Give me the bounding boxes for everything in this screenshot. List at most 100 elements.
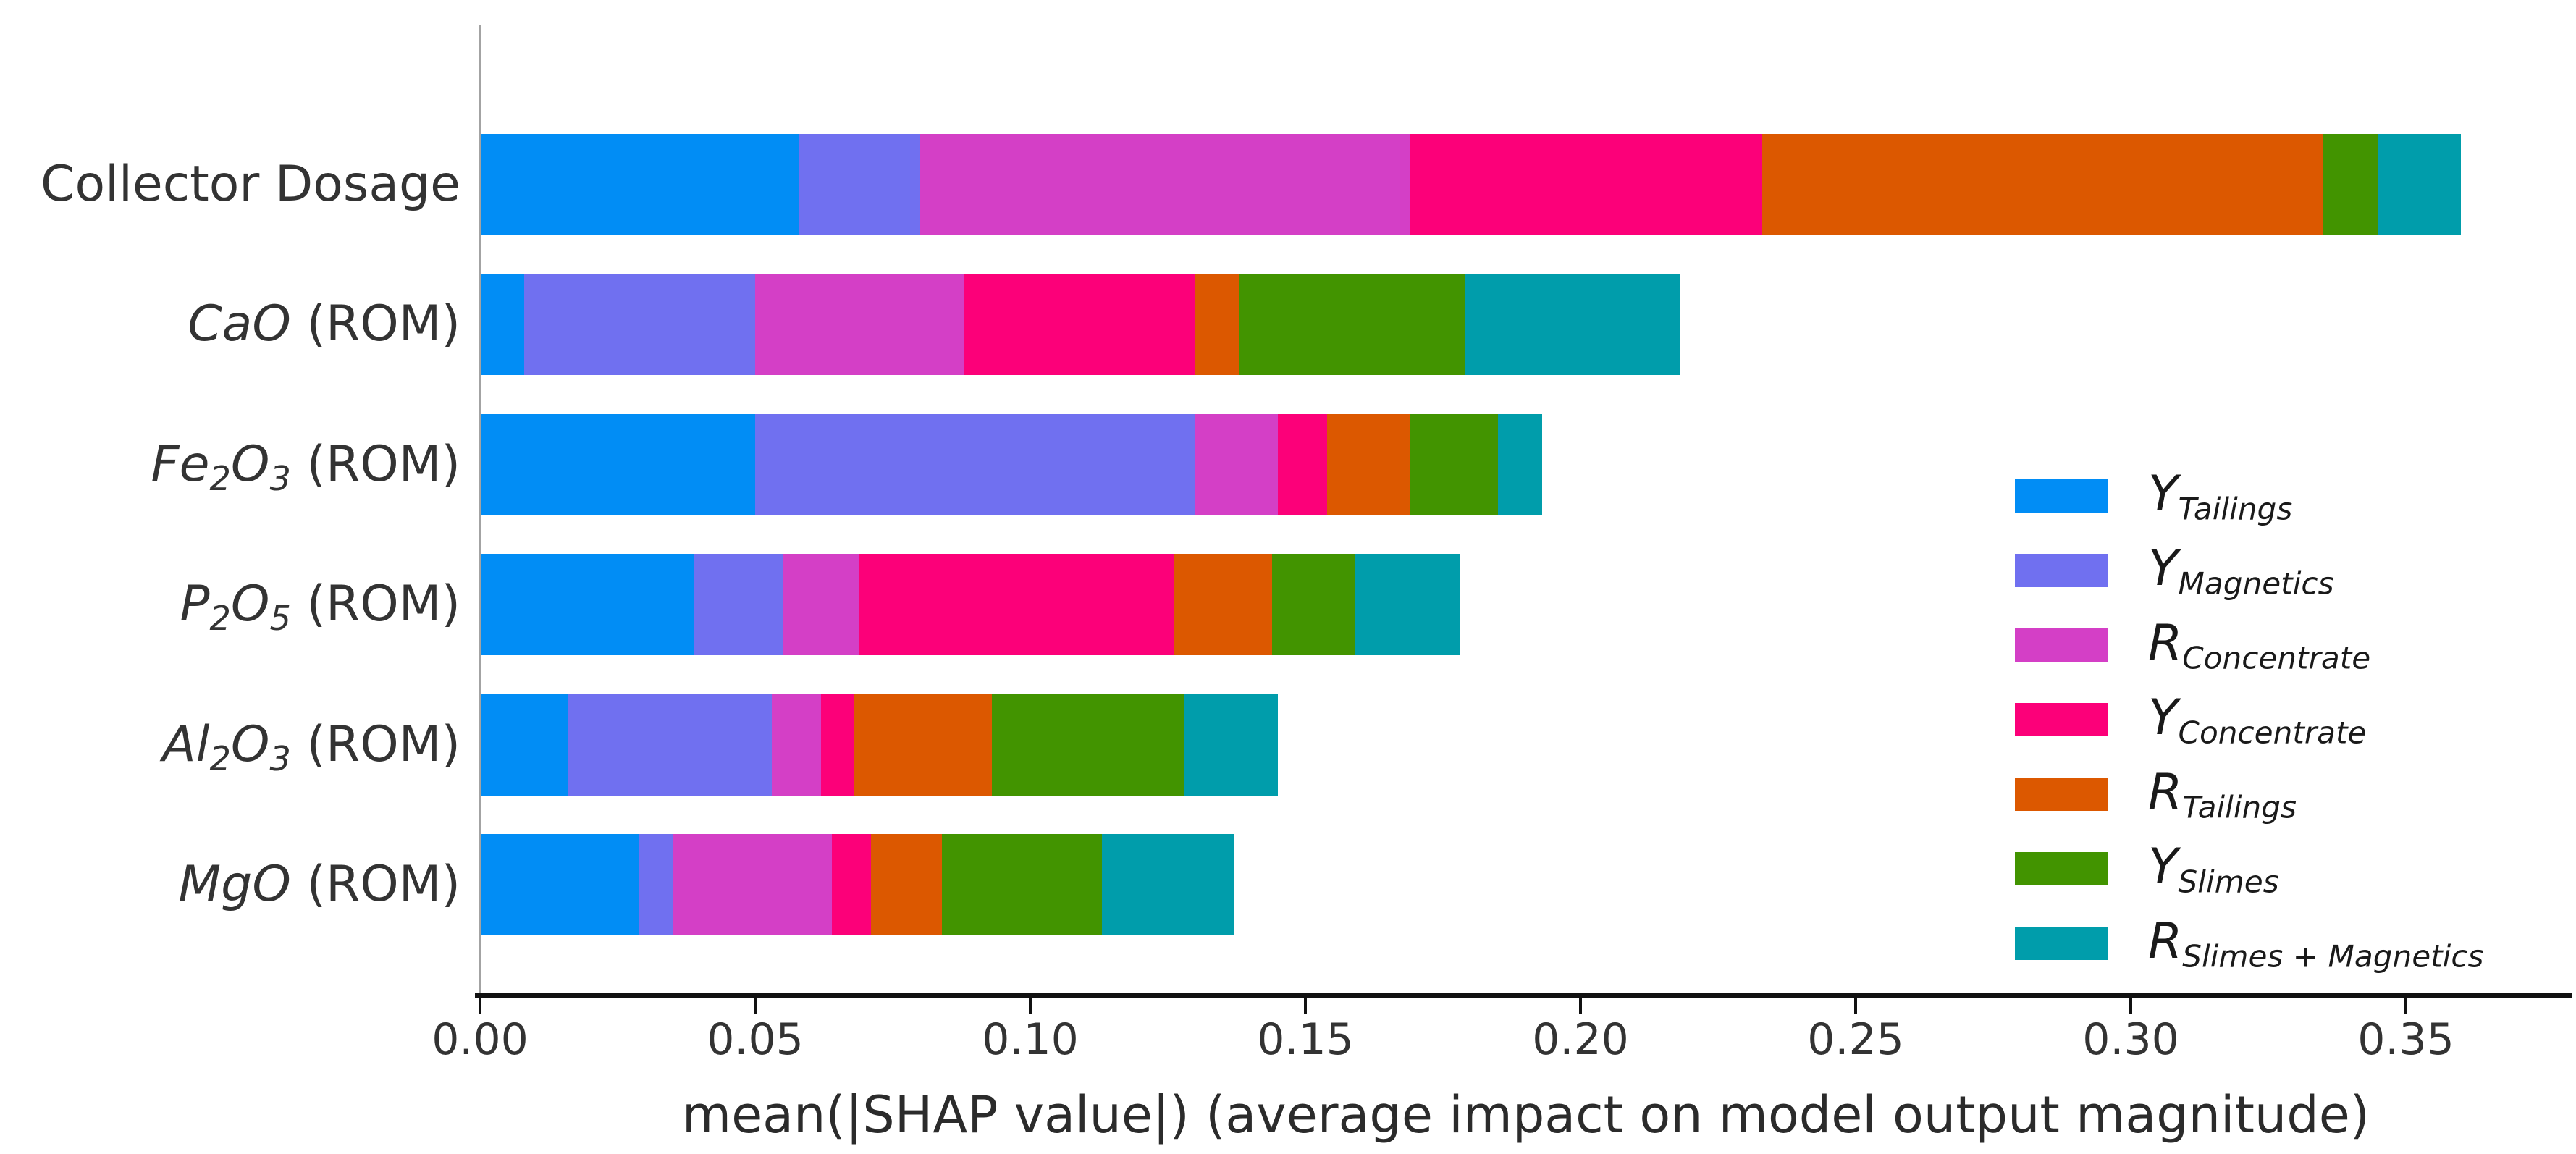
legend-label-Y_Tailings: YTailings [2148,470,2292,525]
x-tick-label: 0.35 [2357,1014,2454,1065]
x-axis-title: mean(|SHAP value|) (average impact on mo… [681,1085,2370,1145]
x-tick-label: 0.15 [1257,1014,1354,1065]
bar-segment-R_Slimes_Magnetics [1355,554,1460,655]
x-tick-mark [1579,998,1582,1014]
bar-row [480,834,1234,935]
bar-segment-Y_Magnetics [694,554,783,655]
x-tick-mark [1029,998,1032,1014]
x-axis-line [475,993,2572,998]
bar-segment-R_Slimes_Magnetics [2378,134,2461,235]
bar-segment-R_Slimes_Magnetics [1465,274,1680,375]
bar-segment-Y_Tailings [480,834,640,935]
bar-segment-R_Tailings [854,694,992,796]
bar-segment-Y_Magnetics [639,834,673,935]
bar-segment-R_Concentrate [919,134,1410,235]
category-label: Al2O3 (ROM) [0,720,460,778]
label-text: O [230,436,270,493]
label-text: 3 [269,738,291,778]
bar-segment-Y_Concentrate [1278,414,1328,515]
label-text: Collector Dosage [41,156,460,213]
category-label: MgO (ROM) [0,860,460,909]
bar-row [480,134,2461,235]
bar-segment-Y_Magnetics [799,134,920,235]
bar-segment-Y_Tailings [480,554,695,655]
bar-segment-Y_Tailings [480,274,524,375]
label-text: 2 [209,598,231,638]
x-tick-label: 0.25 [1807,1014,1904,1065]
bar-segment-R_Slimes_Magnetics [1101,834,1234,935]
label-text: 2 [209,738,231,778]
bar-segment-Y_Tailings [480,414,755,515]
bar-segment-R_Tailings [1173,554,1273,655]
bar-segment-Y_Tailings [480,694,568,796]
label-text: 5 [269,598,291,638]
bar-segment-R_Concentrate [1195,414,1278,515]
legend-label-R_Tailings: RTailings [2148,768,2297,823]
bar-segment-Y_Concentrate [821,694,854,796]
x-tick-mark [754,998,757,1014]
bar-segment-Y_Magnetics [523,274,755,375]
bar-segment-R_Tailings [1327,414,1410,515]
category-label: P2O5 (ROM) [0,580,460,638]
y-axis-line [479,25,481,995]
x-tick-label: 0.30 [2082,1014,2179,1065]
legend-label-R_Concentrate: RConcentrate [2148,619,2370,674]
legend-label-subscript: Magnetics [2178,565,2334,602]
bar-segment-R_Concentrate [771,694,822,796]
x-tick-mark [1304,998,1307,1014]
bar-segment-Y_Concentrate [832,834,871,935]
legend-label-Y_Slimes: YSlimes [2148,843,2279,898]
label-text: (ROM) [290,576,460,633]
legend-swatch-Y_Magnetics [2015,554,2108,587]
legend-label-subscript: Concentrate [2182,640,2371,676]
label-text: CaO [188,295,291,353]
bar-row [480,274,1680,375]
legend-label-Y_Concentrate: YConcentrate [2148,694,2366,749]
legend-swatch-Y_Tailings [2015,479,2108,513]
bar-segment-R_Slimes_Magnetics [1184,694,1278,796]
bar-segment-Y_Magnetics [755,414,1195,515]
legend-label-main: Y [2148,540,2179,597]
bar-segment-R_Concentrate [754,274,964,375]
legend-label-main: Y [2148,466,2179,523]
legend-label-main: R [2148,913,2183,970]
bar-segment-R_Concentrate [672,834,833,935]
x-tick-label: 0.20 [1532,1014,1629,1065]
label-text: Al [162,716,210,773]
bar-segment-R_Slimes_Magnetics [1497,414,1542,515]
bar-segment-Y_Concentrate [1410,134,1762,235]
x-tick-label: 0.10 [982,1014,1079,1065]
label-text: (ROM) [290,295,460,353]
x-tick-mark [1854,998,1857,1014]
bar-segment-R_Concentrate [782,554,860,655]
x-tick-mark [2129,998,2132,1014]
label-text: Fe [151,436,210,493]
label-text: (ROM) [290,856,460,913]
bar-segment-Y_Slimes [1272,554,1355,655]
bar-row [480,414,1542,515]
bar-row [480,694,1278,796]
x-tick-label: 0.05 [707,1014,804,1065]
category-label: Collector Dosage [0,160,460,209]
legend-swatch-Y_Concentrate [2015,703,2108,736]
legend-label-main: R [2148,615,2183,672]
category-label: CaO (ROM) [0,300,460,349]
legend-label-subscript: Slimes + Magnetics [2182,938,2484,974]
legend-label-main: Y [2148,838,2179,896]
legend-label-R_Slimes_Magnetics: RSlimes + Magnetics [2148,917,2484,972]
legend-label-Y_Magnetics: YMagnetics [2148,544,2334,599]
x-tick-mark [2404,998,2407,1014]
bar-segment-Y_Slimes [2323,134,2378,235]
x-tick-mark [479,998,481,1014]
legend-swatch-Y_Slimes [2015,852,2108,885]
bar-segment-Y_Concentrate [964,274,1195,375]
legend-swatch-R_Slimes_Magnetics [2015,927,2108,960]
bar-segment-R_Tailings [1195,274,1239,375]
bar-segment-Y_Slimes [942,834,1102,935]
bar-segment-Y_Slimes [1410,414,1498,515]
bar-segment-Y_Slimes [1239,274,1465,375]
legend-label-main: R [2148,764,2183,821]
label-text: 3 [269,458,291,498]
bar-segment-Y_Magnetics [568,694,772,796]
